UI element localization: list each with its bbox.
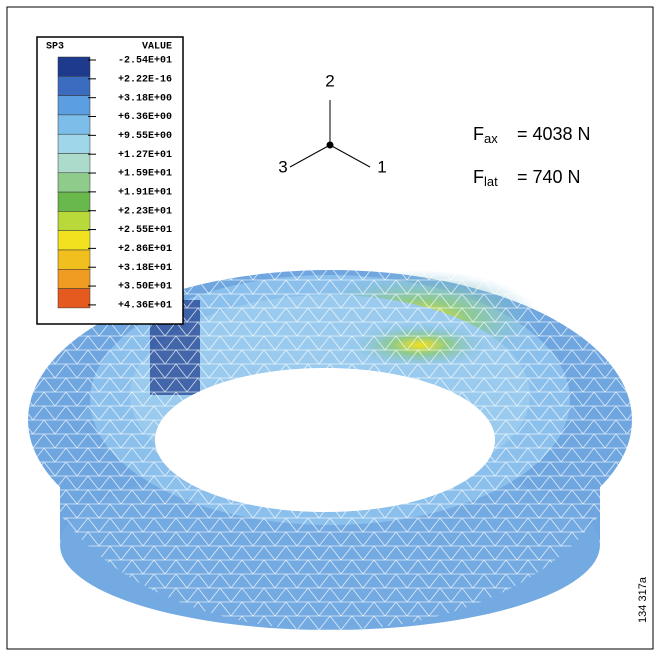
legend-color <box>57 269 91 289</box>
legend-label: -2.54E+01 <box>118 56 172 67</box>
triad-label: 1 <box>377 157 386 176</box>
forces: Fax = 4038 N Flat = 740 N <box>473 124 591 190</box>
legend-value-header: VALUE <box>142 42 172 53</box>
force-subscript: ax <box>484 131 498 146</box>
legend-color <box>57 153 91 174</box>
legend-label: +2.23E+01 <box>118 206 172 217</box>
force-subscript: lat <box>484 174 498 189</box>
triad-label: 3 <box>278 157 287 176</box>
legend-label: +3.50E+01 <box>118 282 172 293</box>
legend-label: +3.18E+00 <box>118 93 172 104</box>
legend-header: SP3 <box>46 42 64 53</box>
force-value: = 4038 N <box>517 124 591 144</box>
legend-color <box>57 191 91 212</box>
legend-color <box>57 172 91 193</box>
legend-color <box>57 230 91 251</box>
legend-color <box>57 95 91 116</box>
legend-color <box>57 56 91 77</box>
force-value: = 740 N <box>517 167 581 187</box>
legend-color <box>57 288 91 309</box>
legend-label: +1.59E+01 <box>118 169 172 180</box>
legend-label: +1.91E+01 <box>118 188 172 199</box>
legend: SP3 VALUE -2.54E+01 +2.22E-16 +3.18E+00 +6.… <box>36 36 184 325</box>
force-symbol: F <box>473 167 484 187</box>
legend-label: +2.55E+01 <box>118 225 172 236</box>
legend-color <box>57 76 91 96</box>
figure-id: 134 317a <box>637 576 649 623</box>
legend-color <box>57 114 91 135</box>
fea-ring <box>28 210 632 630</box>
triad <box>289 100 371 168</box>
force-label: Flat = 740 N <box>473 167 581 190</box>
legend-color <box>57 249 91 270</box>
legend-label: +4.36E+01 <box>118 301 172 312</box>
force-label: Fax = 4038 N <box>473 124 591 147</box>
legend-color <box>57 133 91 154</box>
legend-label: +1.27E+01 <box>118 150 172 161</box>
legend-label: +2.22E-16 <box>118 74 172 85</box>
legend-label: +6.36E+00 <box>118 112 172 123</box>
legend-label: +3.18E+01 <box>118 263 172 274</box>
force-symbol: F <box>473 124 484 144</box>
triad-label: 2 <box>325 71 334 90</box>
legend-color <box>57 211 91 231</box>
legend-label: +2.86E+01 <box>118 244 172 255</box>
legend-label: +9.55E+00 <box>118 131 172 142</box>
